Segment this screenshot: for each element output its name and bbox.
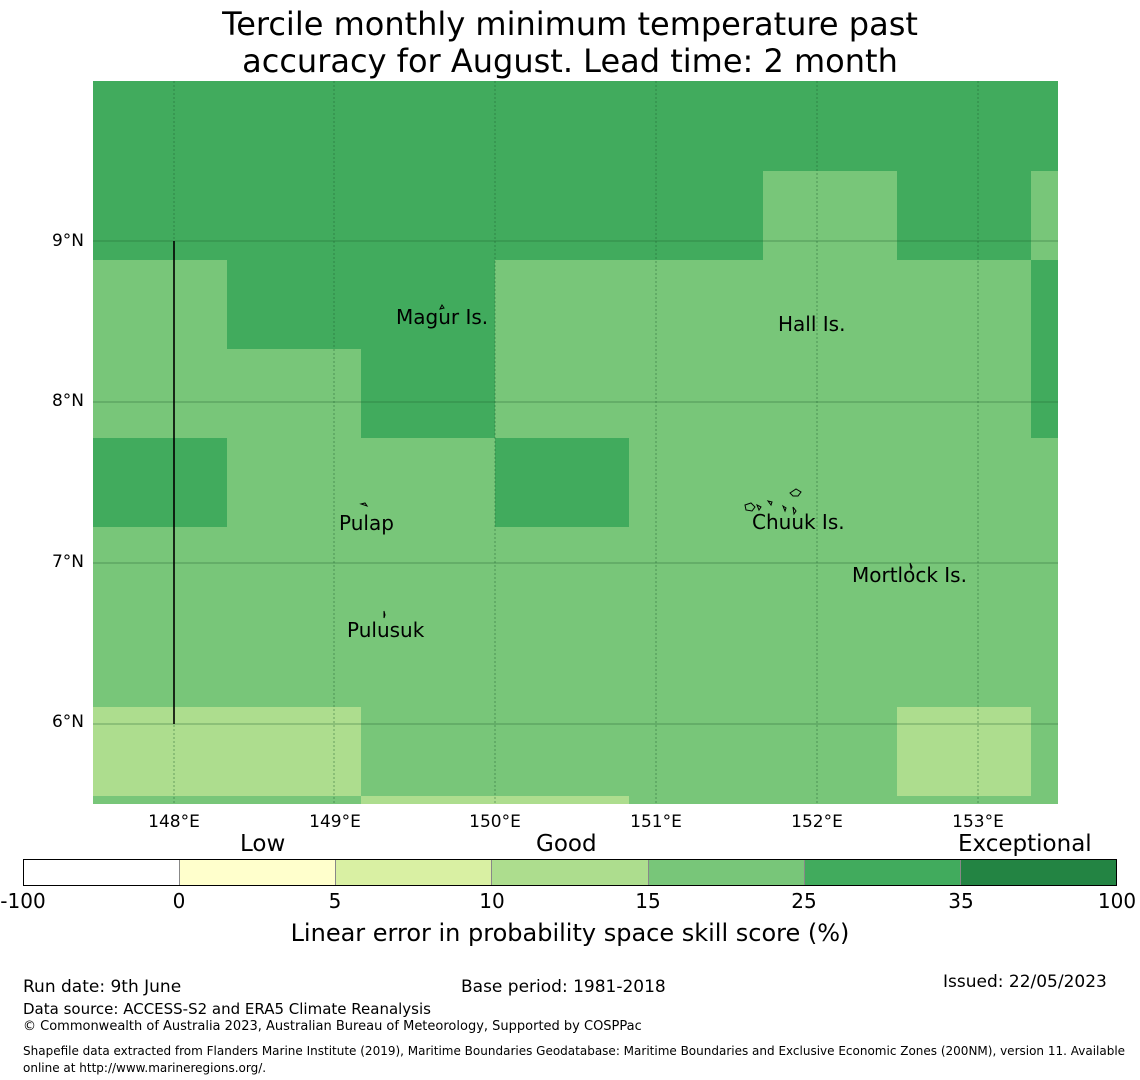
skill-cell-11 — [361, 796, 629, 804]
lat-label-9n: 9°N — [51, 231, 84, 251]
lat-label-6n: 6°N — [51, 712, 84, 732]
run-date: Run date: 9th June — [23, 977, 182, 997]
skill-cell-2 — [763, 171, 897, 260]
skill-score-map — [93, 81, 1058, 804]
title-line-2: accuracy for August. Lead time: 2 month — [242, 42, 898, 80]
colorbar-tick-8: 100 — [1097, 889, 1137, 913]
place-label-pulusuk: Pulusuk — [347, 618, 425, 642]
colorbar-segment-7 — [959, 860, 1116, 885]
skill-cell-4 — [227, 260, 495, 349]
lon-label-152e: 152°E — [791, 812, 843, 832]
island-outline-10 — [909, 562, 913, 571]
island-outline-4 — [744, 502, 756, 512]
colorbar-segment-3 — [335, 860, 492, 885]
colorbar-segment-5 — [647, 860, 804, 885]
lon-label-151e: 151°E — [630, 812, 682, 832]
skill-cell-12 — [897, 707, 1031, 796]
shapefile-credit-line-2: online at http://www.marineregions.org/. — [23, 1061, 267, 1075]
colorbar-tick-3: 5 — [328, 889, 342, 913]
skill-cell-3 — [1031, 171, 1058, 260]
shapefile-credit: Shapefile data extracted from Flanders M… — [23, 1043, 1133, 1077]
place-label-magur: Magur Is. — [396, 305, 489, 329]
skill-cell-5 — [361, 349, 495, 438]
title-line-1: Tercile monthly minimum temperature past — [222, 5, 918, 43]
colorbar-segment-1 — [24, 860, 180, 885]
lon-label-149e: 149°E — [309, 812, 361, 832]
colorbar-tick-6: 25 — [791, 889, 817, 913]
lon-label-153e: 153°E — [952, 812, 1004, 832]
category-label-exceptional: Exceptional — [958, 831, 1092, 857]
chart-title: Tercile monthly minimum temperature past… — [0, 6, 1140, 80]
colorbar-tick-7: 35 — [948, 889, 974, 913]
skill-cell-7 — [93, 438, 227, 527]
colorbar-tick-4: 10 — [479, 889, 505, 913]
skill-cell-6 — [1031, 260, 1058, 438]
place-label-pulap: Pulap — [339, 511, 394, 535]
lat-label-8n: 8°N — [51, 391, 84, 411]
skill-cell-8 — [495, 438, 629, 527]
issued-date: Issued: 22/05/2023 — [943, 972, 1107, 992]
colorbar-tick-5: 15 — [635, 889, 661, 913]
lon-label-150e: 150°E — [469, 812, 521, 832]
colorbar-segment-2 — [179, 860, 336, 885]
lon-label-148e: 148°E — [148, 812, 200, 832]
colorbar-label: Linear error in probability space skill … — [290, 919, 850, 947]
colorbar-tick-2: 0 — [172, 889, 186, 913]
place-label-chuuk: Chuuk Is. — [752, 510, 845, 534]
island-outline-2 — [359, 502, 369, 507]
copyright: © Commonwealth of Australia 2023, Austra… — [23, 1019, 642, 1034]
category-label-good: Good — [536, 831, 597, 857]
place-label-hall: Hall Is. — [778, 312, 846, 336]
colorbar-segment-4 — [491, 860, 648, 885]
skill-cell-9 — [93, 707, 361, 796]
base-period: Base period: 1981-2018 — [461, 977, 666, 997]
lat-label-7n: 7°N — [51, 552, 84, 572]
colorbar-segment-6 — [803, 860, 960, 885]
island-outline-8 — [781, 504, 787, 513]
island-outline-6 — [766, 500, 773, 507]
island-outline-9 — [792, 506, 797, 516]
island-outline-5 — [756, 503, 762, 512]
place-label-mortlock: Mortlock Is. — [852, 563, 967, 587]
shapefile-credit-line-1: Shapefile data extracted from Flanders M… — [23, 1044, 1126, 1058]
island-outline-3 — [383, 610, 386, 619]
skill-cell-1 — [93, 81, 1058, 260]
colorbar — [23, 859, 1117, 886]
category-label-low: Low — [240, 831, 286, 857]
map-canvas — [93, 81, 1058, 804]
data-source: Data source: ACCESS-S2 and ERA5 Climate … — [23, 1000, 431, 1018]
island-outline-7 — [789, 488, 802, 497]
skill-cell-10 — [93, 796, 227, 804]
island-outline-1 — [439, 304, 445, 310]
colorbar-tick-1: -100 — [0, 889, 46, 913]
